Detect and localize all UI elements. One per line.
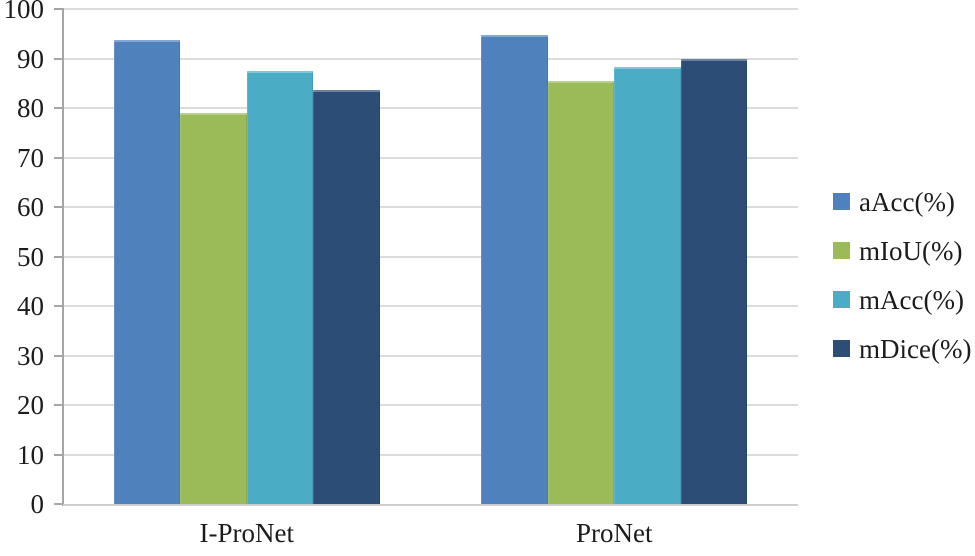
legend-label-aacc: aAcc(%) xyxy=(859,186,955,217)
y-tick-60 xyxy=(54,206,63,208)
y-tick-40 xyxy=(54,305,63,307)
bar-miou-ipronet xyxy=(180,112,247,504)
gridline-60 xyxy=(63,206,798,208)
y-tick-label-40: 40 xyxy=(17,291,44,321)
bar-aacc-ipronet xyxy=(113,39,181,504)
bar-mdice-pronet xyxy=(680,58,748,504)
legend-swatch-aacc-icon xyxy=(833,193,850,210)
legend-swatch-miou-icon xyxy=(833,242,850,259)
category-label-i-pronet: I-ProNet xyxy=(199,518,294,548)
bar-miou-pronet xyxy=(547,80,615,504)
y-tick-label-60: 60 xyxy=(17,192,44,222)
legend-item-macc: mAcc(%) xyxy=(833,275,971,324)
legend-label-miou: mIoU(%) xyxy=(859,235,963,266)
gridline-90 xyxy=(63,57,798,60)
legend-item-miou: mIoU(%) xyxy=(833,226,971,275)
y-tick-label-80: 80 xyxy=(17,93,44,123)
legend-swatch-mdice-icon xyxy=(833,340,850,357)
y-tick-30 xyxy=(54,354,63,357)
legend-item-aacc: aAcc(%) xyxy=(833,177,971,226)
y-tick-100 xyxy=(54,8,63,10)
y-tick-label-70: 70 xyxy=(17,142,44,173)
y-tick-80 xyxy=(54,107,63,109)
gridline-10 xyxy=(63,453,798,456)
y-tick-label-50: 50 xyxy=(17,241,44,272)
legend-label-macc: mAcc(%) xyxy=(859,284,964,315)
legend-swatch-macc-icon xyxy=(833,291,850,308)
legend-item-mdice: mDice(%) xyxy=(833,324,971,373)
gridline-70 xyxy=(63,156,798,159)
gridline-80 xyxy=(63,107,798,109)
y-tick-70 xyxy=(54,156,63,159)
y-tick-20 xyxy=(54,404,63,406)
bar-mdice-ipronet xyxy=(313,90,380,504)
y-tick-label-20: 20 xyxy=(17,390,44,420)
gridline-30 xyxy=(63,354,798,357)
y-tick-label-100: 100 xyxy=(3,0,45,24)
gridline-50 xyxy=(63,255,798,258)
y-tick-label-30: 30 xyxy=(17,340,44,371)
y-tick-label-90: 90 xyxy=(17,43,44,74)
legend: aAcc(%) mIoU(%) mAcc(%) mDice(%) xyxy=(833,177,971,373)
gridline-20 xyxy=(63,404,798,406)
y-tick-90 xyxy=(54,57,63,60)
gridline-100 xyxy=(63,8,798,10)
bar-macc-pronet xyxy=(614,67,681,504)
category-label-pronet: ProNet xyxy=(576,518,653,548)
y-tick-0 xyxy=(54,503,63,505)
bar-macc-ipronet xyxy=(246,70,314,504)
y-tick-label-0: 0 xyxy=(30,489,45,519)
bar-aacc-pronet xyxy=(481,34,548,504)
x-axis-line xyxy=(63,504,798,506)
y-tick-10 xyxy=(54,453,63,456)
gridline-40 xyxy=(63,305,798,307)
y-tick-50 xyxy=(54,255,63,258)
y-tick-label-10: 10 xyxy=(17,439,44,470)
legend-label-mdice: mDice(%) xyxy=(859,333,972,364)
